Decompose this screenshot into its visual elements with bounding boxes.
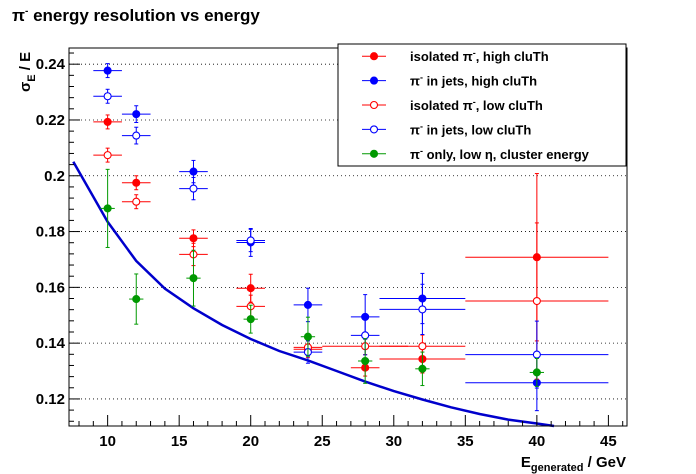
data-point <box>121 105 151 123</box>
data-marker <box>532 368 541 377</box>
data-point <box>93 88 122 104</box>
data-marker <box>189 234 198 243</box>
legend-label: π- in jets, low cluTh <box>410 121 531 137</box>
data-marker <box>103 151 112 160</box>
y-tick-label: 0.2 <box>44 168 65 185</box>
y-tick-label: 0.14 <box>36 335 66 352</box>
data-marker <box>303 332 312 341</box>
legend-entry: π- in jets, low cluTh <box>362 121 531 137</box>
data-marker <box>418 305 427 314</box>
x-tick-label: 15 <box>171 433 188 450</box>
data-marker <box>103 117 112 126</box>
x-tick-label: 10 <box>99 433 116 450</box>
data-marker <box>132 197 141 206</box>
legend-entry: π- only, low η, cluster energy <box>362 146 590 162</box>
data-marker <box>361 331 370 340</box>
legend-label: isolated π-, low cluTh <box>410 97 543 113</box>
data-point <box>300 316 316 357</box>
axes: 10 15 20 25 30 35 40 45 0.12 0.14 0.16 0.18 0.2 0.22 0… <box>36 52 624 450</box>
data-point <box>93 63 122 79</box>
data-point <box>293 287 323 323</box>
data-marker <box>132 110 141 119</box>
data-point <box>529 357 545 387</box>
data-marker <box>189 184 198 193</box>
x-axis-label: Egenerated / GeV <box>521 454 626 474</box>
data-point <box>93 114 122 130</box>
series-3 <box>93 147 609 380</box>
data-marker <box>246 236 255 245</box>
data-point <box>121 175 151 191</box>
data-marker <box>189 167 198 176</box>
chart-title: π- energy resolution vs energy <box>12 6 260 25</box>
data-marker <box>103 204 112 213</box>
y-tick-label: 0.24 <box>36 56 66 73</box>
legend-marker <box>369 76 379 85</box>
data-marker <box>532 296 541 306</box>
series-5 <box>100 168 545 387</box>
data-point <box>129 273 144 325</box>
data-marker <box>246 315 255 324</box>
data-marker <box>246 284 255 293</box>
legend-label: isolated π-, high cluTh <box>410 48 549 64</box>
data-marker <box>189 274 198 283</box>
series-4 <box>93 88 609 389</box>
legend-entry: π- in jets, high cluTh <box>362 73 537 89</box>
data-series <box>93 63 609 412</box>
y-tick-label: 0.18 <box>36 224 65 241</box>
data-point <box>186 249 201 307</box>
data-marker <box>361 356 370 366</box>
data-marker <box>418 342 427 351</box>
data-marker <box>132 131 141 140</box>
data-marker <box>303 300 312 309</box>
y-axis-label: σE / E <box>17 52 38 92</box>
legend-entry: isolated π-, low cluTh <box>362 97 543 113</box>
data-marker <box>103 66 112 75</box>
x-tick-label: 20 <box>242 433 259 450</box>
y-tick-label: 0.22 <box>36 112 65 129</box>
data-point <box>121 126 151 145</box>
legend-marker <box>369 125 379 134</box>
data-point <box>179 176 208 201</box>
data-point <box>243 304 258 334</box>
x-tick-label: 30 <box>385 433 402 450</box>
legend-marker <box>369 100 379 110</box>
x-tick-label: 45 <box>600 433 617 450</box>
x-tick-label: 40 <box>529 433 546 450</box>
x-tick-label: 35 <box>457 433 474 450</box>
legend-label: π- only, low η, cluster energy <box>410 146 590 162</box>
x-tick-label: 25 <box>314 433 331 450</box>
y-tick-label: 0.16 <box>36 279 65 296</box>
data-point <box>121 194 151 210</box>
data-point <box>358 338 373 384</box>
data-marker <box>132 178 141 187</box>
data-marker <box>418 364 427 373</box>
data-point <box>100 168 115 248</box>
data-marker <box>132 295 141 304</box>
data-point <box>415 351 430 387</box>
legend: isolated π-, high cluTh π- in jets, high … <box>337 43 627 167</box>
data-point <box>236 228 266 253</box>
data-marker <box>532 350 541 359</box>
legend-marker <box>369 149 379 158</box>
y-tick-label: 0.12 <box>36 391 65 408</box>
legend-label: π- in jets, high cluTh <box>410 73 537 89</box>
data-point <box>379 283 466 335</box>
legend-marker <box>369 52 379 61</box>
data-marker <box>103 92 112 101</box>
data-point <box>179 229 208 248</box>
legend-entry: isolated π-, high cluTh <box>362 48 549 64</box>
data-point <box>93 147 122 163</box>
